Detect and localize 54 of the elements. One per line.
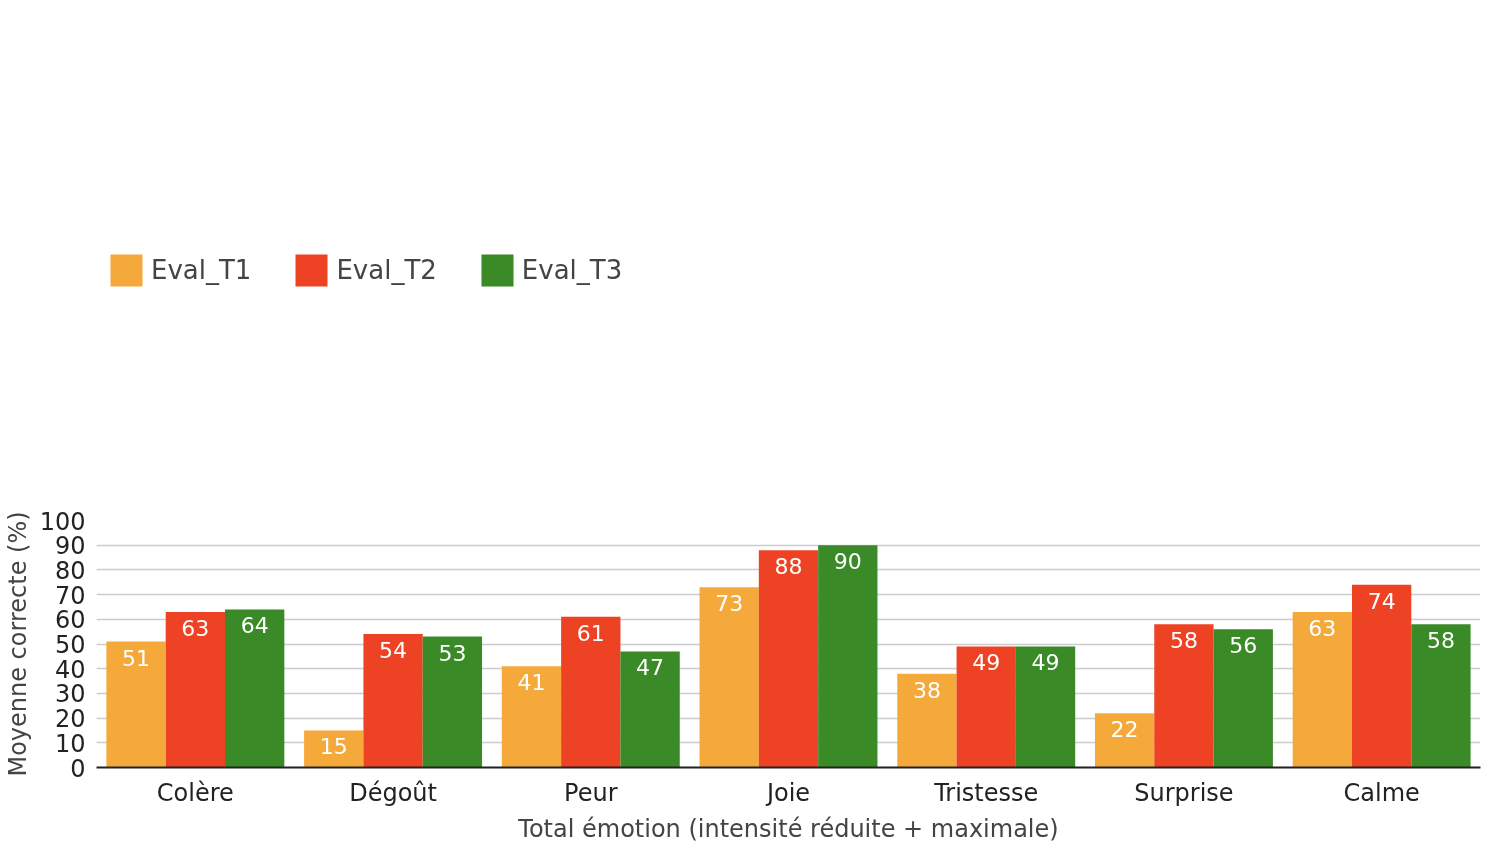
x-tick-label: Tristesse bbox=[933, 778, 1039, 807]
data-label: 47 bbox=[636, 655, 665, 681]
data-label: 61 bbox=[576, 620, 605, 646]
data-label: 73 bbox=[715, 591, 744, 617]
bar bbox=[818, 545, 878, 768]
bar bbox=[165, 611, 226, 768]
bar bbox=[897, 673, 957, 768]
bar bbox=[620, 651, 680, 768]
x-tick-label: Colère bbox=[156, 778, 234, 807]
data-label: 64 bbox=[240, 613, 269, 639]
bar bbox=[1213, 629, 1273, 768]
bar bbox=[422, 636, 483, 768]
bar bbox=[225, 609, 285, 768]
x-axis-title: Total émotion (intensité réduite + maximale) bbox=[517, 814, 1059, 843]
data-label: 54 bbox=[379, 638, 408, 664]
x-tick-label: Surprise bbox=[1134, 778, 1234, 807]
y-axis-title: Moyenne correcte (%) bbox=[3, 511, 32, 777]
data-label: 49 bbox=[972, 650, 1001, 676]
data-label: 63 bbox=[1308, 615, 1337, 641]
data-label: 74 bbox=[1367, 588, 1396, 614]
x-tick-label: Calme bbox=[1343, 778, 1420, 807]
legend-label: Eval_T1 bbox=[151, 255, 252, 285]
bar bbox=[1411, 624, 1471, 768]
bar bbox=[758, 550, 819, 768]
bar bbox=[1094, 713, 1155, 768]
bar bbox=[1015, 646, 1076, 768]
bar bbox=[304, 730, 364, 768]
data-label: 63 bbox=[181, 615, 210, 641]
data-label: 51 bbox=[122, 645, 151, 671]
data-label: 90 bbox=[833, 549, 862, 575]
bar bbox=[501, 666, 562, 768]
legend-label: Eval_T3 bbox=[521, 255, 623, 285]
bar bbox=[699, 587, 759, 768]
bar bbox=[561, 616, 621, 768]
data-label: 58 bbox=[1169, 628, 1198, 654]
data-label: 41 bbox=[517, 670, 546, 696]
data-label: 88 bbox=[774, 554, 803, 580]
data-label: 49 bbox=[1031, 650, 1060, 676]
data-label: 22 bbox=[1110, 717, 1139, 743]
x-tick-label: Dégoût bbox=[349, 778, 437, 807]
x-tick-label: Joie bbox=[764, 778, 811, 807]
bar bbox=[1292, 611, 1352, 768]
legend-label: Eval_T2 bbox=[336, 255, 437, 285]
data-label: 38 bbox=[912, 677, 941, 703]
data-label: 15 bbox=[319, 734, 348, 760]
data-label: 53 bbox=[438, 640, 467, 666]
data-label: 56 bbox=[1229, 633, 1258, 659]
data-label: 58 bbox=[1426, 628, 1455, 654]
bar bbox=[1351, 584, 1412, 768]
bar bbox=[363, 634, 423, 768]
x-tick-label: Peur bbox=[564, 778, 618, 807]
bar bbox=[956, 646, 1016, 768]
bar bbox=[106, 641, 166, 768]
bar bbox=[1154, 624, 1214, 768]
